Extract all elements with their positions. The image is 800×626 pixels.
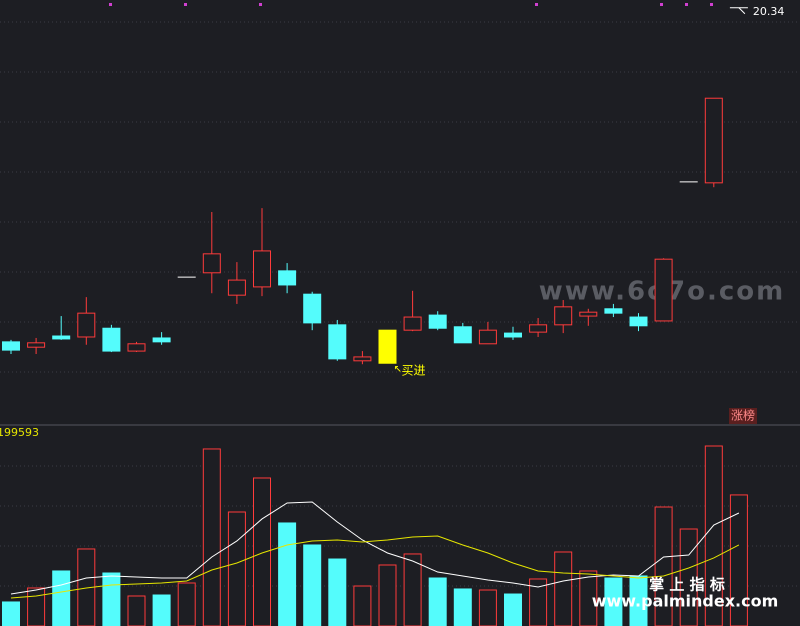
volume-bar [604,577,623,626]
candle-body [554,306,573,326]
top-markers [109,3,713,6]
price-grid [0,21,800,587]
candle-body [253,250,271,288]
candle-body [2,341,20,351]
volume-bar [52,570,71,626]
candle-body [478,329,497,345]
volume-bar [554,551,573,626]
candle-body [278,270,297,286]
volume-bar [127,595,146,626]
signal-label: 买进 [402,364,426,378]
volume-ma-line [10,535,740,599]
volume-label: 199593 [0,426,39,439]
candle-body [77,312,96,338]
marker [710,3,713,6]
marker [109,3,112,6]
volume-bar [478,589,497,626]
candle-body [227,279,246,296]
watermark: www.palmindex.com [592,592,779,611]
volume-bar [529,578,548,626]
marker [184,3,187,6]
high-label: 20.34 [753,5,785,18]
candle-body [654,258,673,322]
marker [535,3,538,6]
candle-body [529,324,548,333]
candle-body [604,308,623,314]
marker [685,3,688,6]
volume-bar [704,445,723,626]
candle-body [403,316,422,331]
candle-body [27,342,46,348]
volume-bar [328,558,347,626]
volume-bar [729,494,748,626]
candle-body [127,343,146,352]
signal-arrow: ↖ [394,364,402,375]
volume-bar [504,593,522,626]
marks: ↖ 买进 20.34 [2,5,785,626]
volume-bar [453,588,472,626]
volume-bar [102,572,121,626]
volume-bar [278,522,297,626]
volume-bar [27,587,46,626]
candle-body [102,327,121,352]
volume-bar [353,585,372,626]
high-pointer [738,7,746,15]
candle-body [428,314,447,329]
volume-bar [2,601,20,626]
badge-bg [729,408,757,424]
marker [660,3,663,6]
badge: 涨榜 [731,408,755,423]
watermark: 掌 上 指 标 [649,576,725,594]
volume-bar [403,553,422,626]
candle-body [353,356,372,362]
volume-bar [253,477,271,626]
candle-body [202,253,221,274]
candle-body [303,293,322,324]
candle-body [152,337,171,343]
candle-body [704,97,723,184]
volume-bar [152,594,171,626]
volume-bar [227,511,246,626]
candle-body [328,324,347,360]
volume-ma-line [10,501,740,595]
candle-body [504,332,522,338]
volume-bar [177,582,196,626]
candle-body [579,311,598,317]
marker [259,3,262,6]
volume-bar [428,577,447,626]
volume-bar [303,544,322,626]
volume-bar [202,448,221,626]
candle-body [378,329,397,364]
volume-bar [378,564,397,626]
candle-body [629,316,648,327]
candle-body [453,326,472,344]
candle-body [52,335,71,340]
